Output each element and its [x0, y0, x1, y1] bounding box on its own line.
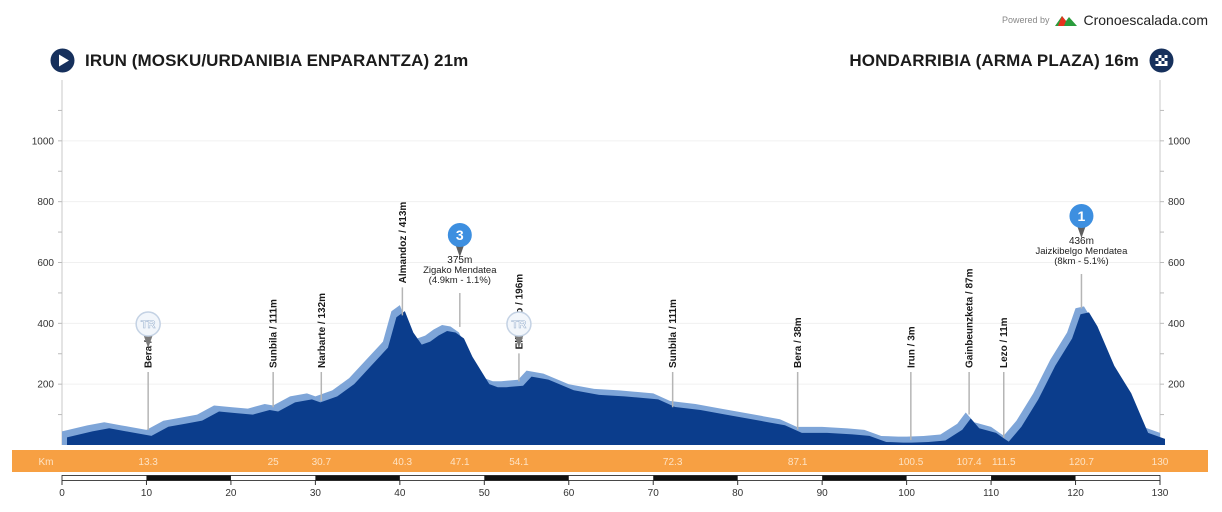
- scale-bar-segment: [822, 475, 907, 481]
- climb-category-label: 3: [456, 227, 464, 243]
- special-marker-badge: [506, 311, 532, 337]
- checkered-flag-icon: [1149, 48, 1174, 73]
- powered-by-text: Powered by: [1001, 15, 1050, 25]
- waypoint-label: Sunbila / 111m: [269, 299, 280, 368]
- start-location-title: IRUN (MOSKU/URDANIBIA ENPARANTZA) 21m: [85, 50, 469, 70]
- climb-category-badge: [1069, 204, 1094, 228]
- climb-info-text: 436m: [1069, 236, 1094, 247]
- x-tick-label: 50: [479, 488, 491, 499]
- x-tick-label: 60: [563, 488, 575, 499]
- km-band-value: 107.4: [957, 457, 982, 468]
- scale-bar-segment: [991, 475, 1076, 481]
- x-tick-label: 130: [1152, 488, 1169, 499]
- climb-info-text: Jaizkibelgo Mendatea: [1035, 246, 1128, 257]
- x-tick-label: 70: [648, 488, 660, 499]
- climb-info-text: 375m: [447, 255, 472, 266]
- x-tick-label: 120: [1067, 488, 1084, 499]
- waypoint-label: Sunbila / 111m: [668, 299, 679, 368]
- km-band-value: 100.5: [898, 457, 923, 468]
- marker-pointer: [513, 334, 524, 348]
- x-tick-label: 110: [983, 488, 999, 499]
- x-tick-label: 20: [225, 488, 237, 499]
- waypoint-label: Narbarte / 132m: [317, 293, 328, 368]
- profile-area: [67, 311, 1165, 445]
- scale-bar-segment: [653, 475, 738, 481]
- y-tick-label-right: 200: [1168, 380, 1185, 391]
- distance-scale: 0 10 20 30 40 50 60 70 80 90 100 110 120 130: [59, 475, 1169, 499]
- km-band-value: 54.1: [509, 457, 529, 468]
- km-band-value: 25: [268, 457, 280, 468]
- y-tick-label-right: 800: [1168, 197, 1185, 208]
- x-tick-label: 30: [310, 488, 322, 499]
- chart-grid: [62, 140, 1160, 385]
- y-tick-label-right: 600: [1168, 258, 1185, 269]
- km-band-value: 130: [1152, 457, 1169, 468]
- y-tick-label-left: 400: [37, 319, 54, 330]
- route-finish: HONDARRIBIA (ARMA PLAZA) 16m: [849, 48, 1174, 73]
- km-band: Km 13.3 25 30.7 40.3 47.1 54.1 72.3 87.1 100.5 107…: [12, 450, 1208, 472]
- route-start: IRUN (MOSKU/URDANIBIA ENPARANTZA) 21m: [50, 48, 468, 73]
- scale-bar-segment: [315, 475, 400, 481]
- y-axis: 200 200 400 400 600 600 800 800 1000 1000: [32, 80, 1191, 445]
- x-tick-label: 80: [732, 488, 744, 499]
- y-tick-label-right: 400: [1168, 319, 1185, 330]
- km-band-background: [12, 450, 1208, 472]
- km-band-value: 111.5: [992, 457, 1016, 468]
- special-marker-badge: [135, 311, 161, 337]
- climb-info-text: (4.9km - 1.1%): [429, 275, 491, 286]
- waypoint-label: Gainbeunzketa / 87m: [965, 268, 976, 368]
- special-marker-label: TR: [512, 319, 527, 331]
- brand-name: Cronoescalada.com: [1083, 12, 1208, 28]
- y-tick-label-left: 600: [37, 258, 54, 269]
- scale-bar-segment: [146, 475, 231, 481]
- marker-pointer: [143, 334, 154, 348]
- climb-info-text: (8km - 5.1%): [1054, 256, 1108, 267]
- climb-info-text: Zigako Mendatea: [423, 265, 497, 276]
- y-tick-label-right: 1000: [1168, 136, 1191, 147]
- route-header: IRUN (MOSKU/URDANIBIA ENPARANTZA) 21m HO…: [50, 48, 1174, 74]
- play-icon: [50, 48, 75, 73]
- km-band-value: 120.7: [1069, 457, 1094, 468]
- elevation-profile: [62, 305, 1165, 445]
- finish-location-title: HONDARRIBIA (ARMA PLAZA) 16m: [849, 50, 1139, 70]
- y-tick-label-left: 200: [37, 380, 54, 391]
- waypoint-label: Irun / 3m: [906, 326, 917, 368]
- km-band-value: 72.3: [663, 457, 683, 468]
- x-tick-label: 90: [817, 488, 829, 499]
- waypoint-label: Almandoz / 413m: [398, 202, 409, 284]
- x-tick-label: 10: [141, 488, 153, 499]
- waypoint-label: Bera / 38m: [793, 317, 804, 368]
- scale-bar-outline: [61, 475, 1161, 481]
- brand-logo[interactable]: Powered by Cronoescalada.com: [1002, 12, 1208, 28]
- x-tick-label: 100: [898, 488, 915, 499]
- climb-category-label: 1: [1078, 208, 1086, 224]
- mountain-logo-icon: [1055, 16, 1078, 26]
- climb-category-badge: [447, 223, 472, 247]
- scale-bar-segment: [484, 475, 569, 481]
- km-band-value: 87.1: [788, 457, 808, 468]
- special-marker-label: TR: [141, 319, 156, 331]
- km-band-value: 30.7: [312, 457, 332, 468]
- km-band-value: 13.3: [138, 457, 158, 468]
- km-band-value: 40.3: [393, 457, 413, 468]
- waypoint-label: Lezo / 11m: [999, 317, 1010, 368]
- km-band-label: Km: [39, 457, 54, 468]
- x-tick-label: 0: [59, 488, 65, 499]
- y-tick-label-left: 800: [37, 197, 54, 208]
- km-band-value: 47.1: [450, 457, 470, 468]
- y-tick-label-left: 1000: [32, 136, 55, 147]
- x-tick-label: 40: [394, 488, 406, 499]
